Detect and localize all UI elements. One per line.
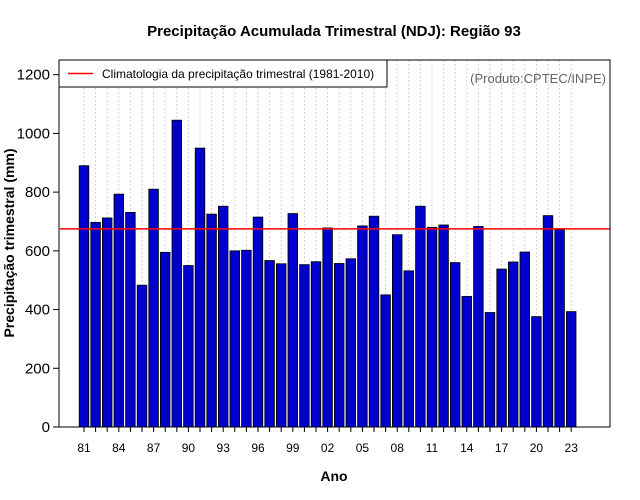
bar-2013 [449,262,461,428]
bar-2005 [357,225,368,428]
y-tick-label: 800 [25,184,50,201]
x-tick-label: 05 [356,441,370,455]
bar-2010 [415,205,426,428]
bar-1990 [183,265,194,428]
x-tick-label: 87 [147,441,161,455]
credit-text: (Produto:CPTEC/INPE) [470,71,606,86]
bar-2003 [333,263,345,428]
x-tick-label: 17 [495,441,509,455]
bar-2008 [391,234,403,428]
bar-1986 [136,284,148,428]
bars [78,119,577,428]
bar-1989 [171,119,183,428]
x-tick-label: 08 [391,441,405,455]
x-tick-label: 93 [217,441,231,455]
bar-2007 [380,294,391,428]
bar-2001 [310,261,322,428]
x-tick-label: 23 [565,441,579,455]
bar-1997 [264,260,275,428]
bar-1993 [217,205,229,428]
y-tick-label: 600 [25,243,50,260]
bar-1981 [78,165,90,428]
bar-2019 [519,251,531,428]
x-tick-label: 20 [530,441,544,455]
bar-2023 [566,311,577,428]
y-axis: 0 200 400 600 800 1000 1200 [17,67,59,436]
bar-1991 [194,147,206,428]
bar-1983 [102,217,113,428]
x-tick-label: 99 [286,441,300,455]
x-axis-label: Ano [320,468,347,484]
bar-2018 [507,261,519,428]
y-tick-label: 400 [25,302,50,319]
legend-box [58,59,388,88]
y-tick-label: 1000 [17,125,50,142]
bar-2004 [345,258,357,428]
bar-1996 [252,216,264,428]
x-tick-label: 96 [251,441,265,455]
x-tick-label: 11 [426,441,439,455]
bar-2014 [461,295,473,428]
legend-label: Climatologia da precipitação trimestral … [102,67,374,81]
bar-1985 [125,211,136,428]
bar-2006 [368,215,380,428]
chart-title: Precipitação Acumulada Trimestral (NDJ):… [147,23,521,40]
x-tick-label: 84 [112,441,126,455]
x-tick-label: 02 [321,441,335,455]
y-tick-label: 0 [42,419,50,436]
bar-1995 [241,249,252,428]
bar-2015 [473,226,484,428]
bar-2012 [438,224,449,428]
legend: Climatologia da precipitação trimestral … [58,59,388,88]
bar-2000 [299,264,310,428]
bar-1999 [287,213,299,428]
bar-2016 [484,312,496,428]
bar-2002 [322,227,333,428]
y-tick-label: 1200 [17,67,50,84]
x-tick-label: 90 [182,441,196,455]
bar-2011 [426,226,438,428]
bar-2017 [496,268,507,428]
bar-2021 [542,215,554,428]
x-tick-label: 14 [460,441,474,455]
x-tick-label: 81 [77,441,91,455]
y-axis-label: Precipitação trimestral (mm) [1,148,17,337]
bar-2022 [554,229,565,428]
bar-1988 [159,251,171,428]
bar-1982 [90,221,101,428]
bar-1992 [206,213,217,428]
bar-1994 [229,250,241,428]
x-axis: 81 84 87 90 93 96 99 02 05 08 11 14 17 20 23 [77,427,578,455]
bar-2020 [531,316,542,428]
bar-2009 [403,270,415,428]
bar-1998 [275,263,287,428]
y-tick-label: 200 [25,360,50,377]
bar-1987 [148,188,159,428]
